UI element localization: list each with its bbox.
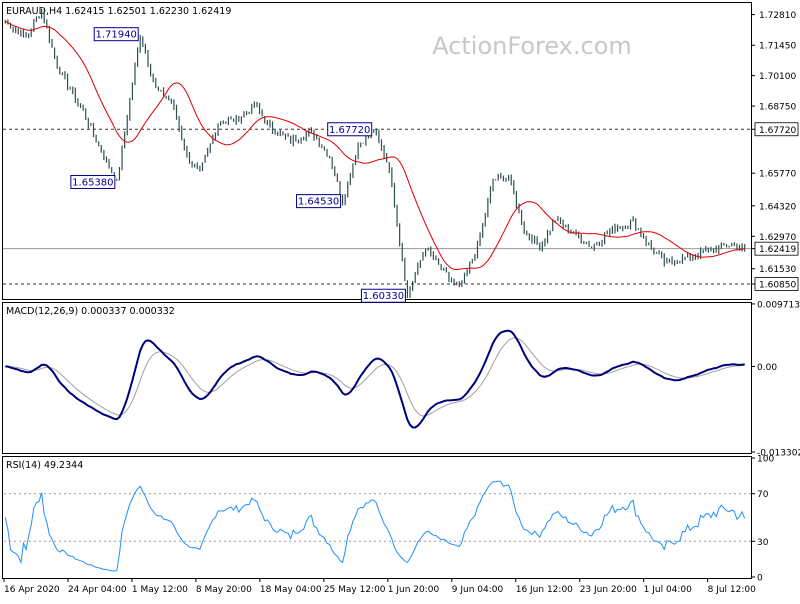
price-axis-ticks: 1.72810 1.71450 1.70100 1.68750 1.67720 1.657… [751, 11, 799, 291]
macd-axis-ticks: 0.009713 0.00 -0.013302 [751, 300, 800, 459]
price-tick-label: 1.72810 [759, 11, 796, 21]
time-tick-label: 18 May 04:00 [260, 585, 322, 595]
price-horizontal-lines [3, 128, 751, 285]
macd-tick-label: -0.013302 [757, 449, 800, 459]
swing-label-text: 1.71940 [96, 30, 137, 41]
rsi-line [4, 480, 746, 572]
rsi-tick-label: 70 [757, 490, 769, 500]
rsi-lines [4, 480, 751, 572]
price-tick-label: 1.62419 [759, 245, 796, 255]
swing-label-text: 1.67720 [329, 125, 370, 136]
price-tick-label: 1.68750 [759, 103, 796, 113]
time-tick-label: 8 May 20:00 [196, 585, 252, 595]
price-tick-label: 1.67720 [759, 126, 796, 136]
price-tick-box [754, 122, 799, 137]
macd-main-line [5, 329, 745, 429]
rsi-panel-title: RSI(14) 49.2344 [6, 460, 83, 471]
price-tick-label: 1.71450 [759, 42, 796, 52]
rsi-tick-label: 100 [757, 455, 774, 465]
time-tick-label: 25 May 12:00 [324, 585, 386, 595]
price-tick-box [754, 241, 799, 256]
swing-label-text: 1.60330 [363, 291, 404, 302]
time-tick-label: 9 Jun 04:00 [452, 585, 504, 595]
swing-annotations: 1.71940 1.65380 1.67720 1.64530 1.60330 [70, 27, 406, 303]
macd-panel-frame [2, 302, 752, 454]
time-tick-label: 16 Jun 12:00 [516, 585, 573, 595]
time-tick-label: 8 Jul 12:00 [708, 585, 757, 595]
price-tick-box [754, 277, 799, 291]
price-tick-label: 1.61530 [759, 265, 796, 275]
price-tick-label: 1.65770 [759, 170, 796, 180]
macd-tick-label: 0.009713 [757, 300, 800, 310]
time-tick-label: 1 May 12:00 [132, 585, 188, 595]
rsi-tick-label: 30 [757, 538, 769, 548]
time-tick-label: 1 Jul 04:00 [644, 585, 693, 595]
time-tick-label: 16 Apr 2020 [4, 585, 60, 595]
watermark-text: ActionForex.com [432, 32, 632, 60]
macd-lines [5, 329, 745, 429]
rsi-panel-frame [2, 456, 752, 579]
sma-line [5, 21, 745, 271]
price-tick-label: 1.70100 [759, 72, 796, 82]
macd-tick-label: 0.00 [757, 363, 777, 373]
rsi-axis-ticks: 100 70 30 0 [751, 455, 774, 584]
sma-line-group [5, 21, 745, 271]
price-panel-title: EURAUD,H4 1.62415 1.62501 1.62230 1.6241… [6, 6, 231, 17]
price-tick-label: 1.60850 [759, 281, 796, 291]
swing-label-box [327, 122, 373, 137]
swing-label-box [296, 194, 342, 209]
price-bars [4, 8, 746, 299]
swing-label-box [360, 288, 406, 303]
time-tick-label: 1 Jun 20:00 [388, 585, 440, 595]
rsi-tick-label: 0 [757, 574, 763, 584]
swing-label-text: 1.65380 [72, 177, 113, 188]
time-tick-label: 23 Jun 20:00 [580, 585, 637, 595]
price-panel-frame [2, 2, 752, 300]
price-tick-label: 1.64320 [759, 202, 796, 212]
macd-signal-line [5, 337, 745, 417]
time-axis-labels: 16 Apr 2020 24 Apr 04:00 1 May 12:00 8 May … [3, 578, 757, 595]
time-tick-label: 24 Apr 04:00 [68, 585, 127, 595]
macd-panel-title: MACD(12,26,9) 0.000337 0.000332 [6, 306, 175, 317]
price-tick-label: 1.62970 [759, 233, 796, 243]
swing-label-text: 1.64530 [298, 197, 339, 208]
swing-label-box [70, 174, 116, 189]
swing-label-box [93, 27, 139, 42]
